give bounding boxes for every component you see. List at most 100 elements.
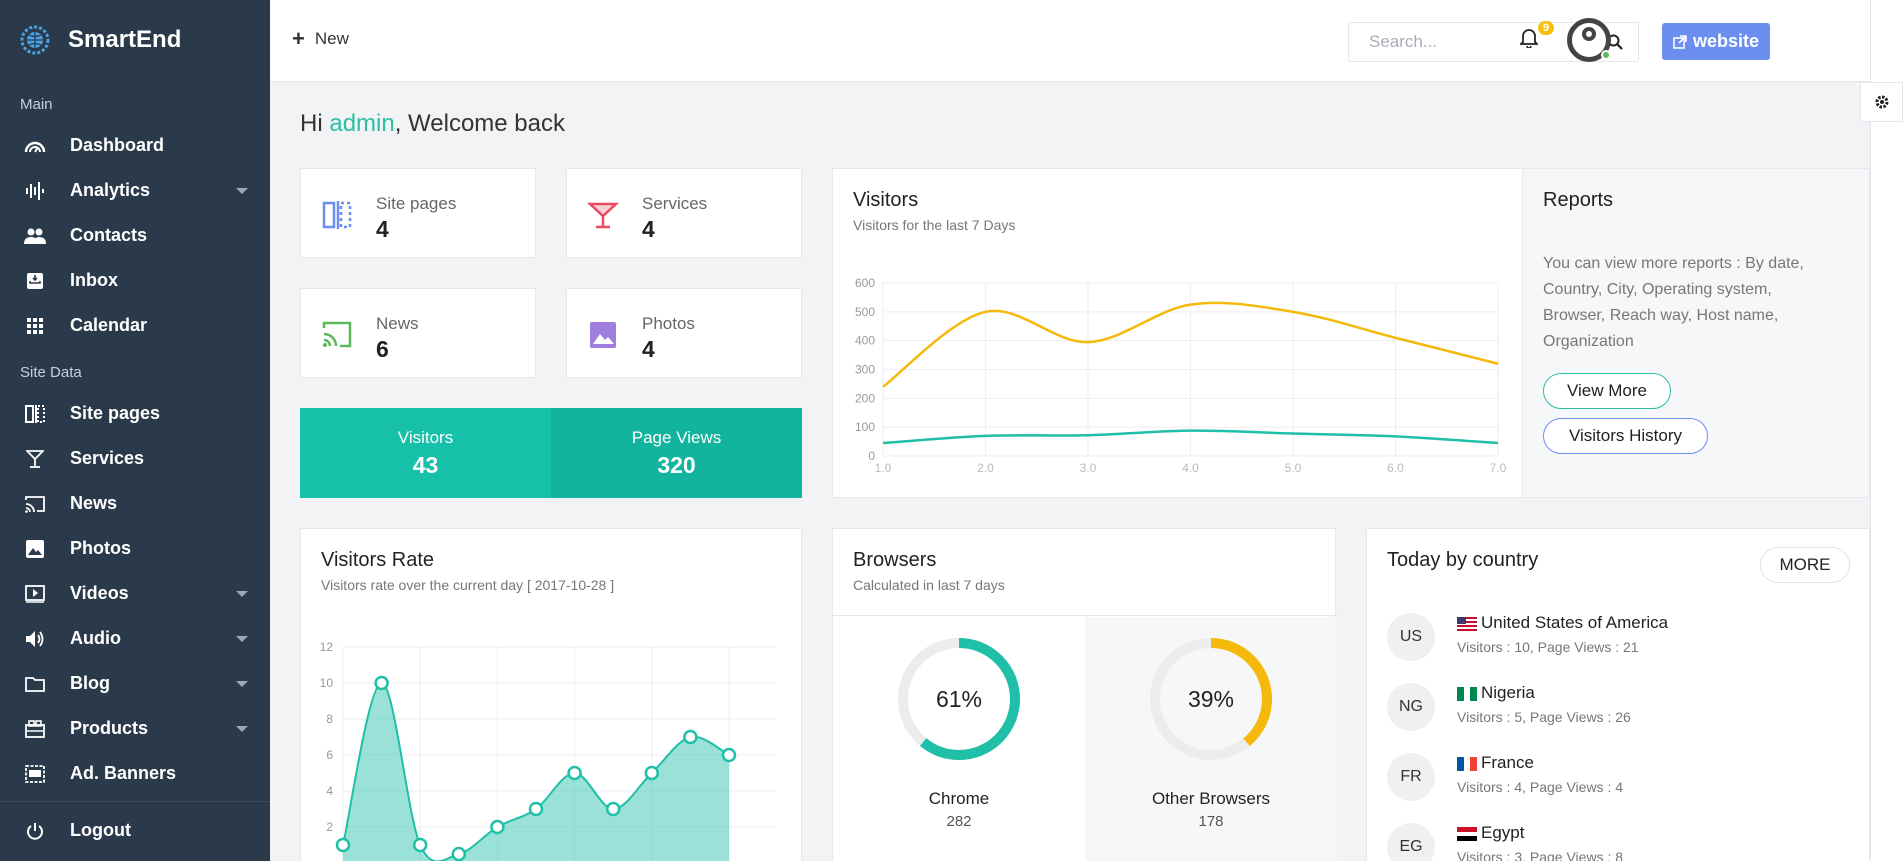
visitors-rate-title: Visitors Rate xyxy=(321,549,435,571)
sidebar-item-site-pages[interactable]: Site pages xyxy=(0,391,270,436)
stat-card-site-pages[interactable]: Site pages 4 xyxy=(300,168,536,258)
online-status-dot xyxy=(1601,50,1611,60)
sidebar-item-blog[interactable]: Blog xyxy=(0,661,270,706)
welcome-username[interactable]: admin xyxy=(329,110,395,137)
browser-item-other[interactable]: 39% Other Browsers 178 xyxy=(1085,617,1337,861)
browser-donut: 39% xyxy=(1150,638,1272,760)
sidebar-item-label: Logout xyxy=(70,820,131,840)
series-line xyxy=(882,301,1499,388)
y-tick-label: 6 xyxy=(326,748,333,762)
website-button[interactable]: website xyxy=(1662,23,1770,60)
us-flag-icon xyxy=(1457,617,1477,631)
x-tick-label: 2.0 xyxy=(977,461,994,475)
sidebar-item-contacts[interactable]: Contacts xyxy=(0,213,270,258)
visitors-history-button[interactable]: Visitors History xyxy=(1543,418,1708,454)
sidebar-item-logout[interactable]: Logout xyxy=(0,808,270,853)
data-point xyxy=(567,765,582,781)
sidebar-item-label: Site pages xyxy=(70,403,161,423)
donut-arc xyxy=(898,638,1020,760)
stat-card-photos[interactable]: Photos 4 xyxy=(566,288,802,378)
fr-flag-icon xyxy=(1457,757,1477,771)
sidebar-item-label: News xyxy=(70,493,118,513)
sidebar-item-videos[interactable]: Videos xyxy=(0,571,270,616)
banner-icon xyxy=(24,763,46,785)
y-tick-label: 0 xyxy=(868,449,875,463)
browser-item-chrome[interactable]: 61% Chrome 282 xyxy=(833,617,1085,830)
y-tick-label: 2 xyxy=(326,820,333,834)
sidebar-item-photos[interactable]: Photos xyxy=(0,526,270,571)
stat-card-news[interactable]: News 6 xyxy=(300,288,536,378)
brand-name: SmartEnd xyxy=(68,26,182,53)
browser-name: Chrome xyxy=(928,789,990,808)
waveform-icon xyxy=(24,180,46,202)
new-button[interactable]: + New xyxy=(292,28,349,50)
speaker-icon xyxy=(24,628,46,650)
country-row[interactable]: EG Egypt Visitors : 3, Page Views : 8 xyxy=(1387,823,1787,861)
countries-title: Today by country xyxy=(1387,549,1539,571)
sidebar-item-dashboard[interactable]: Dashboard xyxy=(0,123,270,168)
sidebar-item-calendar[interactable]: Calendar xyxy=(0,303,270,348)
brand[interactable]: SmartEnd xyxy=(0,0,270,80)
power-icon xyxy=(24,820,46,842)
area-fill xyxy=(343,683,729,861)
donut-percent-label: 39% xyxy=(1188,686,1234,712)
website-button-label: website xyxy=(1692,31,1760,51)
visitors-summary-visitors[interactable]: Visitors 43 xyxy=(300,408,551,498)
y-tick-label: 500 xyxy=(855,305,875,319)
stat-card-services[interactable]: Services 4 xyxy=(566,168,802,258)
visitors-card-subtitle: Visitors for the last 7 Days xyxy=(853,217,1016,233)
sidebar: SmartEnd Main Dashboard Analytics Contac… xyxy=(0,0,270,861)
chevron-down-icon xyxy=(236,636,248,642)
sidebar-item-inbox[interactable]: Inbox xyxy=(0,258,270,303)
browser-donut: 61% xyxy=(898,638,1020,760)
data-point xyxy=(490,819,505,835)
divider xyxy=(833,615,1337,616)
summary-value: 320 xyxy=(657,451,696,478)
x-tick-label: 7.0 xyxy=(1490,461,1507,475)
country-stats: Visitors : 3, Page Views : 8 xyxy=(1457,849,1624,861)
view-more-button[interactable]: View More xyxy=(1543,373,1671,409)
sidebar-item-news[interactable]: News xyxy=(0,481,270,526)
country-code: EG xyxy=(1387,823,1435,861)
settings-button[interactable] xyxy=(1860,82,1903,122)
search-input[interactable] xyxy=(1348,22,1593,62)
sidebar-item-label: Ad. Banners xyxy=(70,763,177,783)
browser-count: 178 xyxy=(1198,813,1224,830)
sidebar-item-label: Inbox xyxy=(70,270,118,290)
data-point xyxy=(605,801,621,817)
country-name: United States of America xyxy=(1481,613,1669,632)
cocktail-icon xyxy=(587,202,619,229)
country-row[interactable]: US United States of America Visitors : 1… xyxy=(1387,613,1787,673)
visitors-line-chart: 0 100 200 300 400 500 600 1.0 2.0 3.0 4.0 5.0 6.0 7.0 xyxy=(855,276,1507,475)
country-row[interactable]: NG Nigeria Visitors : 5, Page Views : 26 xyxy=(1387,683,1787,743)
notifications-button[interactable] xyxy=(1518,28,1540,53)
cast-icon xyxy=(24,493,46,515)
sidebar-item-services[interactable]: Services xyxy=(0,436,270,481)
country-row[interactable]: FR France Visitors : 4, Page Views : 4 xyxy=(1387,753,1787,813)
sidebar-item-ad-banners[interactable]: Ad. Banners xyxy=(0,751,270,796)
country-code: NG xyxy=(1387,683,1435,731)
sidebar-item-label: Audio xyxy=(70,628,121,648)
sidebar-item-label: Products xyxy=(70,718,149,738)
sidebar-item-products[interactable]: Products xyxy=(0,706,270,751)
welcome-rest: , Welcome back xyxy=(394,110,566,137)
cast-icon xyxy=(322,321,352,348)
x-tick-label: 3.0 xyxy=(1080,461,1097,475)
folder-icon xyxy=(24,673,46,695)
sidebar-item-audio[interactable]: Audio xyxy=(0,616,270,661)
top-bar: + New website xyxy=(270,0,1903,82)
browsers-card: Browsers Calculated in last 7 days 61% C… xyxy=(832,528,1337,861)
country-stats: Visitors : 10, Page Views : 21 xyxy=(1457,639,1639,655)
gear-icon xyxy=(1875,95,1888,109)
visitors-summary-pageviews[interactable]: Page Views 320 xyxy=(551,408,802,498)
sidebar-item-analytics[interactable]: Analytics xyxy=(0,168,270,213)
image-icon xyxy=(590,322,616,348)
chevron-down-icon xyxy=(236,591,248,597)
reports-panel: Reports You can view more reports : By d… xyxy=(1523,168,1870,498)
external-link-icon xyxy=(1673,34,1687,49)
countries-more-button[interactable]: MORE xyxy=(1760,547,1850,583)
image-icon xyxy=(24,538,46,560)
grid-icon xyxy=(24,315,46,337)
data-point xyxy=(451,846,467,861)
x-tick-label: 1.0 xyxy=(875,461,892,475)
